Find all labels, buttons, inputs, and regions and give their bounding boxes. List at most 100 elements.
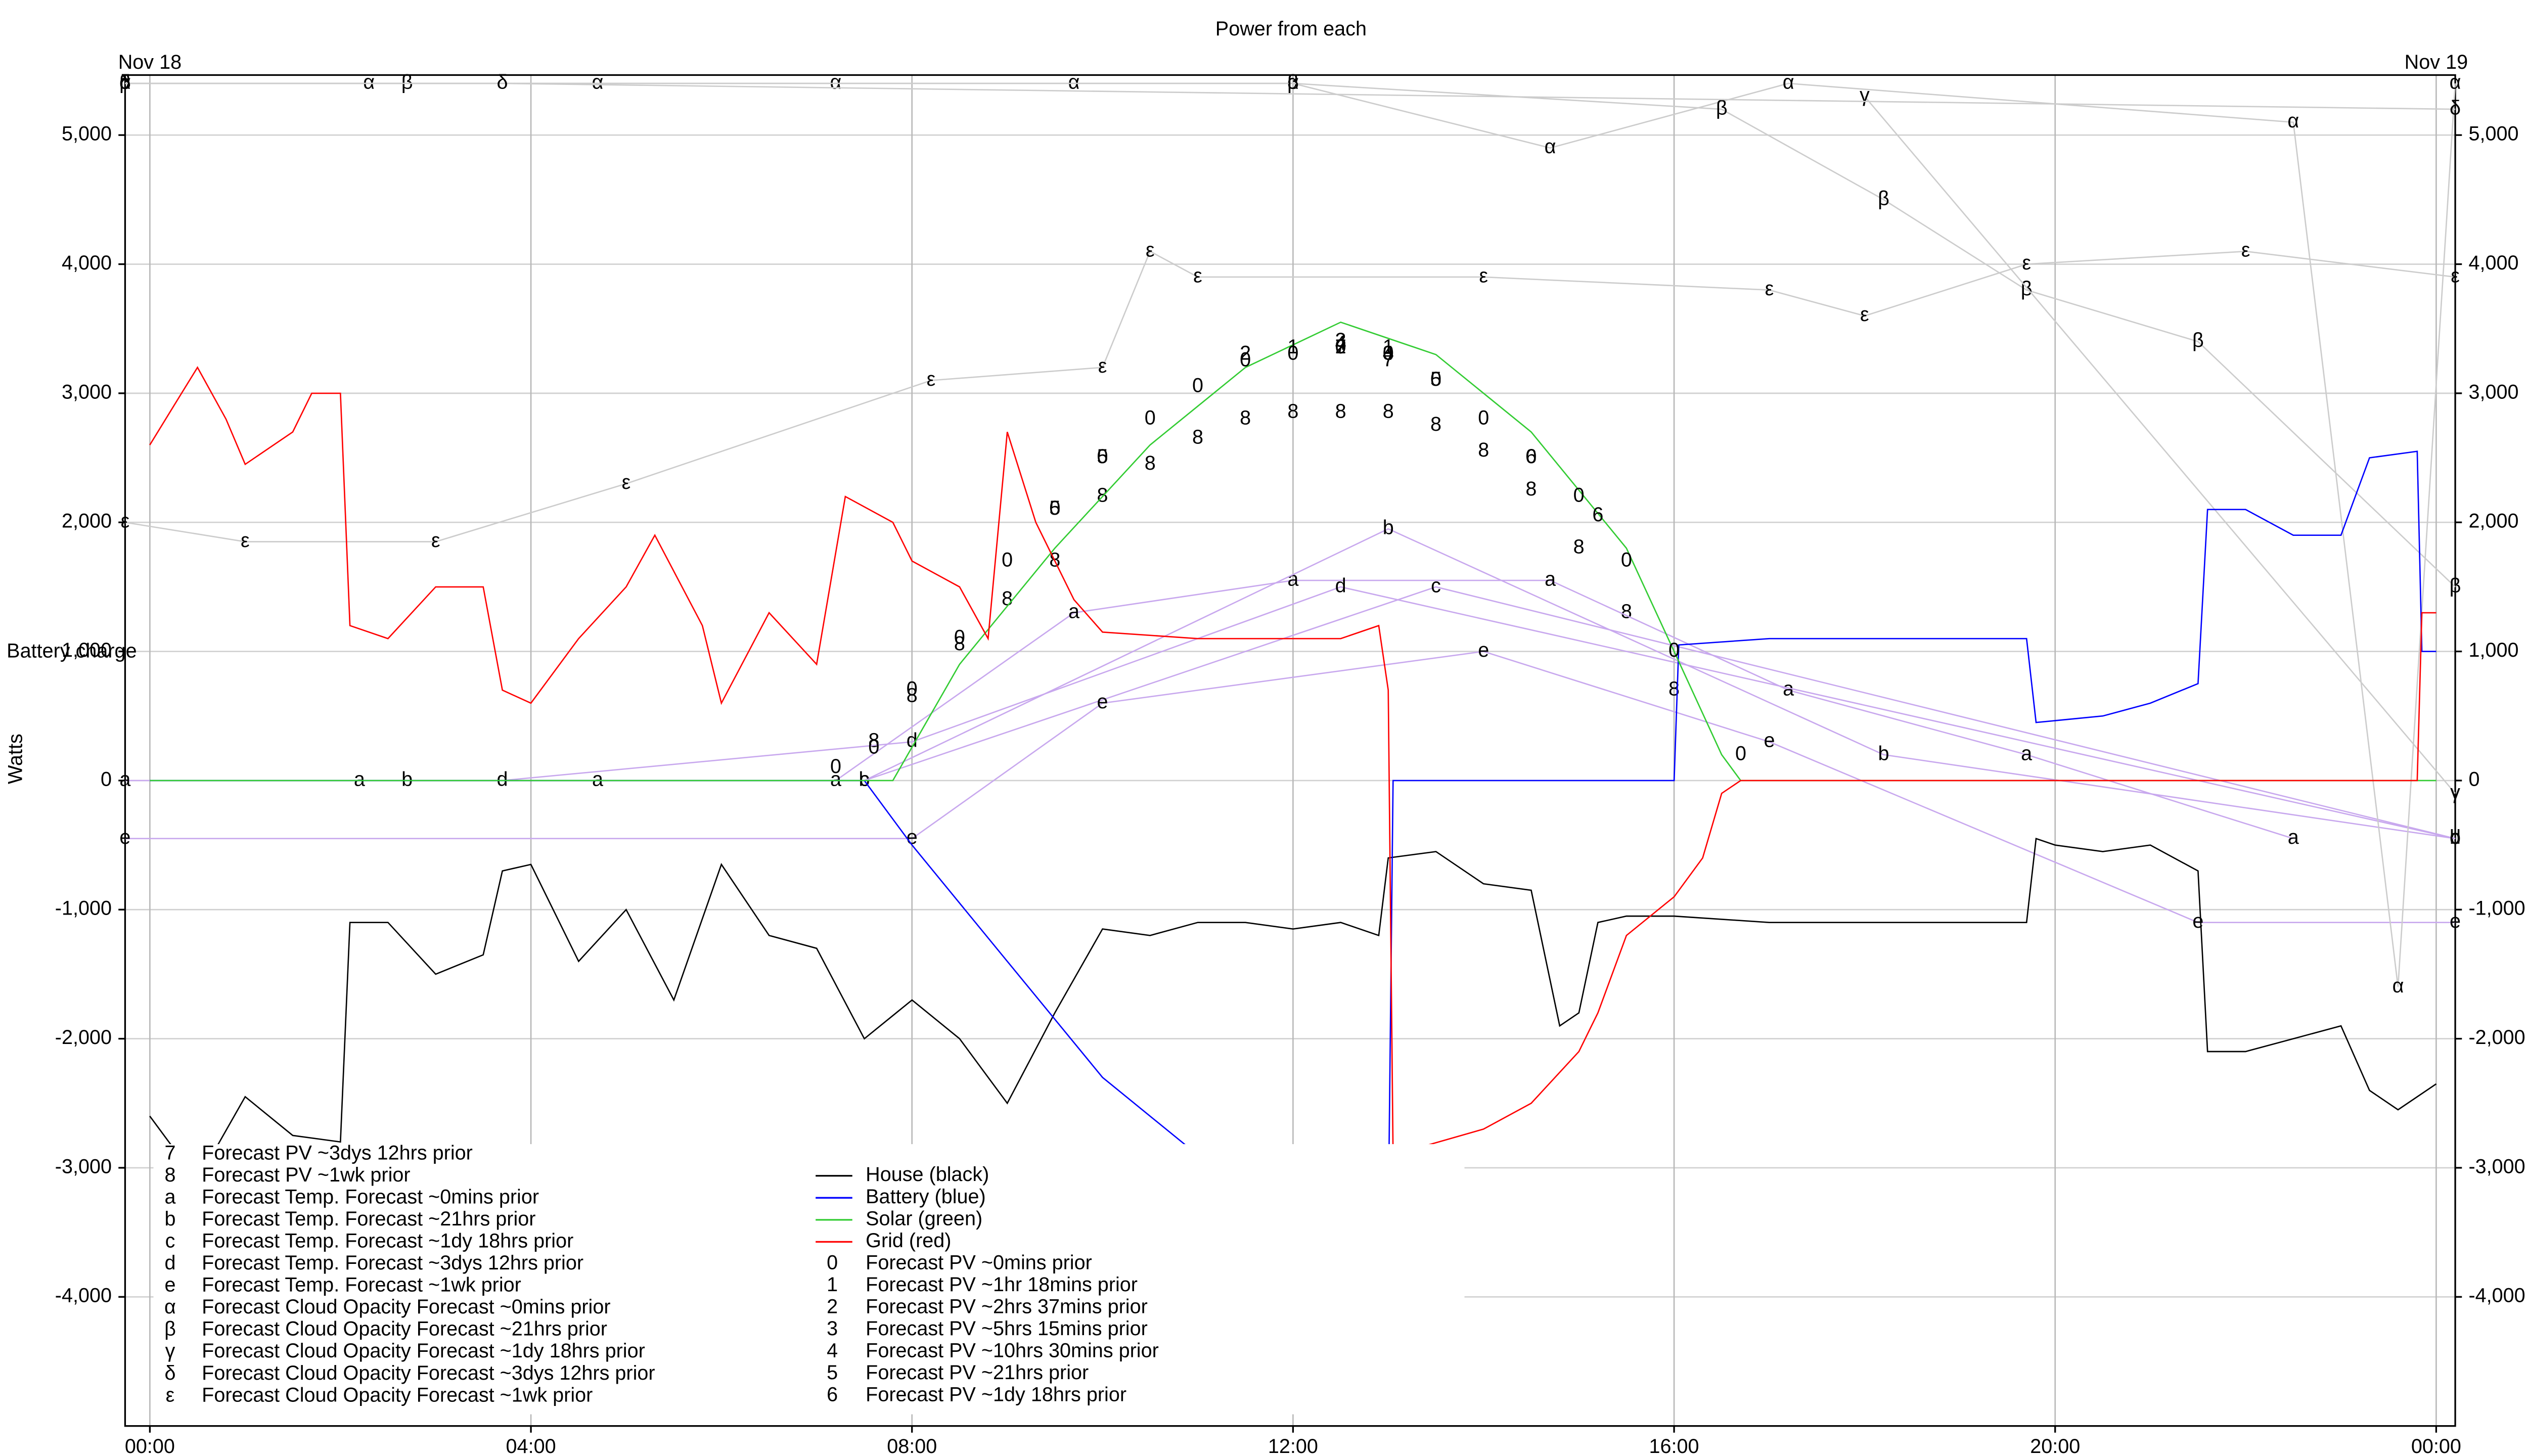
legend-symbol: 8 xyxy=(164,1164,175,1186)
x-tick-label: 00:00 xyxy=(125,1435,175,1456)
legend-label: House (black) xyxy=(866,1163,989,1186)
point-marker: ε xyxy=(241,529,250,552)
point-marker: ε xyxy=(1193,265,1202,287)
point-marker: β xyxy=(1287,71,1299,94)
point-marker: 3 xyxy=(1335,329,1346,351)
point-marker: e xyxy=(907,826,918,848)
legend-label: Forecast Cloud Opacity Forecast ~1wk pri… xyxy=(202,1384,593,1406)
legend-label: Grid (red) xyxy=(866,1230,951,1252)
series-line xyxy=(125,82,2456,110)
y-tick-label: 1,000 xyxy=(62,639,112,661)
legend-label: Forecast Cloud Opacity Forecast ~3dys 12… xyxy=(202,1362,655,1384)
y-tick-label: 5,000 xyxy=(62,123,112,145)
point-marker: α xyxy=(2450,71,2461,94)
point-marker: b xyxy=(1878,742,1889,764)
point-marker: 5 xyxy=(1430,368,1441,390)
point-marker: ε xyxy=(1479,265,1488,287)
point-marker: e xyxy=(2450,910,2461,932)
point-marker: 0 xyxy=(907,678,918,700)
point-marker: 6 xyxy=(1525,445,1537,468)
chart-title: Power from each xyxy=(1215,18,1367,40)
legend-label: Forecast Temp. Forecast ~3dys 12hrs prio… xyxy=(202,1252,583,1274)
series-line xyxy=(149,837,2437,1182)
legend-label: Forecast PV ~1wk prior xyxy=(202,1164,410,1186)
point-marker: ε xyxy=(927,368,936,390)
point-marker: b xyxy=(1383,516,1394,538)
point-marker: d xyxy=(497,768,508,790)
point-marker: a xyxy=(2021,742,2033,764)
point-marker: a xyxy=(119,768,131,790)
point-marker: 0 xyxy=(1621,549,1632,571)
date-label: Nov 18 xyxy=(118,51,182,73)
y-axis-label: Watts xyxy=(4,734,26,784)
point-marker: 0 xyxy=(1430,368,1441,390)
legend-background xyxy=(153,1144,1465,1415)
y-tick-label: 4,000 xyxy=(62,252,112,274)
point-marker: d xyxy=(907,730,918,752)
x-tick-label: 12:00 xyxy=(1268,1435,1318,1456)
point-marker: β xyxy=(1716,97,1728,119)
legend-symbol: 0 xyxy=(827,1251,838,1273)
y-tick-label: 2,000 xyxy=(62,510,112,532)
legend-label: Forecast PV ~0mins prior xyxy=(866,1251,1092,1273)
point-marker: d xyxy=(1335,574,1346,597)
point-marker: 0 xyxy=(1478,406,1489,429)
point-marker: ε xyxy=(1860,303,1869,326)
point-marker: a xyxy=(354,768,366,790)
point-marker: 0 xyxy=(1192,375,1203,397)
point-marker: c xyxy=(2450,826,2460,848)
point-marker: 8 xyxy=(1192,426,1203,448)
y2-tick-label: -2,000 xyxy=(2468,1026,2525,1049)
point-marker: 1 xyxy=(1383,336,1394,358)
point-marker: a xyxy=(1545,568,1556,590)
point-marker: e xyxy=(2192,910,2203,932)
point-marker: 0 xyxy=(1240,348,1251,371)
legend-label: Forecast Cloud Opacity Forecast ~0mins p… xyxy=(202,1296,610,1318)
point-marker: a xyxy=(592,768,604,790)
point-marker: 0 xyxy=(1097,445,1108,468)
point-marker: 6 xyxy=(1592,504,1603,526)
point-marker: ε xyxy=(1098,355,1107,377)
point-marker: 0 xyxy=(1002,549,1013,571)
point-marker: 4 xyxy=(1383,342,1394,365)
point-marker: 8 xyxy=(1287,400,1298,423)
legend-label: Forecast Temp. Forecast ~21hrs prior xyxy=(202,1208,535,1230)
point-marker: ε xyxy=(121,510,130,532)
y-tick-label: 3,000 xyxy=(62,381,112,403)
point-marker: γ xyxy=(2450,781,2460,803)
point-marker: 3 xyxy=(1383,342,1394,365)
y-tick-label: -1,000 xyxy=(55,897,112,920)
point-marker: α xyxy=(1783,71,1794,94)
legend-symbol: ε xyxy=(166,1384,175,1406)
series-line xyxy=(125,82,2456,587)
point-marker: 2 xyxy=(1335,336,1346,358)
legend-symbol: 1 xyxy=(827,1273,838,1296)
point-marker: 8 xyxy=(1430,413,1441,435)
point-marker: 0 xyxy=(1735,742,1746,764)
point-marker: 0 xyxy=(954,626,965,648)
point-marker: a xyxy=(1068,600,1080,622)
series-line xyxy=(1864,96,2456,794)
point-marker: 0 xyxy=(1668,639,1680,661)
y2-tick-label: -4,000 xyxy=(2468,1285,2525,1307)
point-marker: 8 xyxy=(954,632,965,655)
point-marker: γ xyxy=(1860,84,1870,106)
point-marker: c xyxy=(860,768,870,790)
point-marker: b xyxy=(401,768,413,790)
x-tick-label: 08:00 xyxy=(887,1435,937,1456)
point-marker: e xyxy=(1764,730,1775,752)
point-marker: 0 xyxy=(868,736,879,758)
legend-symbol: 4 xyxy=(827,1340,838,1362)
point-marker: α xyxy=(1545,135,1556,158)
x-tick-label: 00:00 xyxy=(2411,1435,2461,1456)
legend-symbol: δ xyxy=(164,1362,175,1384)
legend-label: Forecast PV ~10hrs 30mins prior xyxy=(866,1340,1159,1362)
y2-tick-label: 5,000 xyxy=(2468,123,2518,145)
point-marker: a xyxy=(830,768,842,790)
point-marker: α xyxy=(1287,71,1299,94)
point-marker: ε xyxy=(2022,252,2031,274)
legend-label: Solar (green) xyxy=(866,1207,982,1230)
point-marker: c xyxy=(1431,574,1441,597)
